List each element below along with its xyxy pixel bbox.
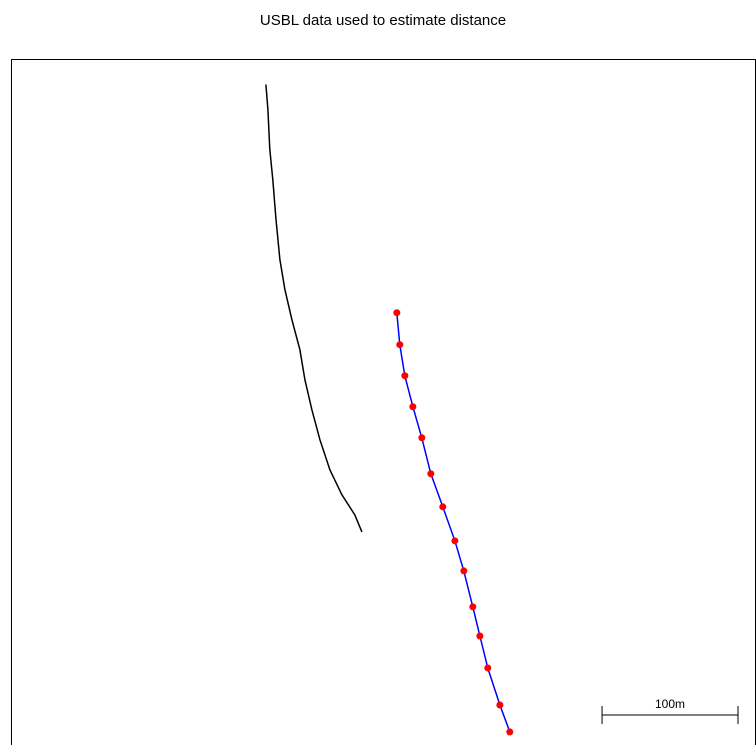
- fix-marker: [476, 632, 484, 640]
- fix-marker: [418, 434, 426, 442]
- fix-marker: [484, 664, 492, 672]
- fix-marker: [460, 567, 468, 575]
- fix-marker: [427, 470, 435, 478]
- fix-marker: [409, 403, 417, 411]
- track-line: [396, 312, 511, 733]
- fix-marker: [496, 701, 504, 709]
- fix-marker: [451, 537, 459, 545]
- scale-bar: [601, 706, 739, 724]
- fix-marker: [401, 372, 409, 380]
- fix-marker: [396, 341, 404, 349]
- fix-marker: [506, 728, 514, 736]
- track-line: [265, 84, 363, 533]
- fix-marker: [439, 503, 447, 511]
- plot-frame: [11, 59, 756, 745]
- scale-bar-label: 100m: [655, 697, 685, 711]
- fix-marker: [469, 603, 477, 611]
- chart-title: USBL data used to estimate distance: [260, 12, 506, 29]
- fix-marker: [393, 309, 401, 317]
